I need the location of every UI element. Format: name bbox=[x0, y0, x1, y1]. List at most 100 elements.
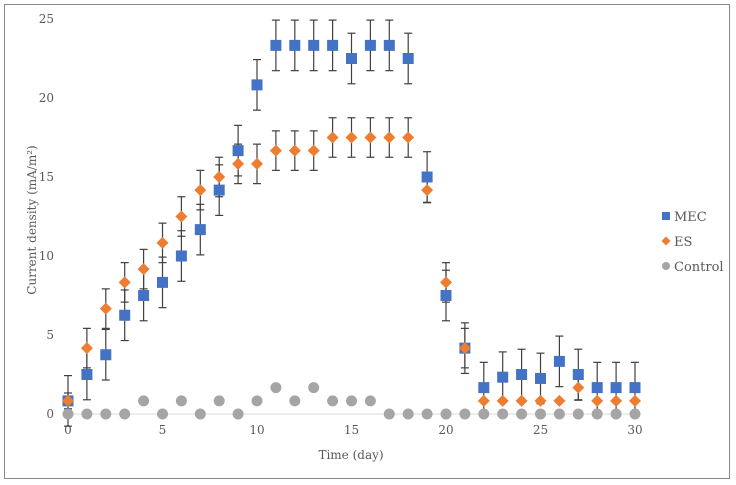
control-point bbox=[232, 408, 244, 420]
mec-point bbox=[194, 224, 206, 236]
x-axis-label: Time (day) bbox=[318, 448, 383, 462]
control-point bbox=[289, 395, 301, 407]
x-tick-label: 15 bbox=[344, 423, 359, 437]
y-tick-label: 10 bbox=[39, 249, 54, 263]
es-point bbox=[440, 276, 452, 289]
x-tick-label: 30 bbox=[627, 423, 642, 437]
control-point bbox=[270, 382, 282, 394]
es-point bbox=[629, 394, 641, 407]
es-point bbox=[326, 131, 339, 144]
es-point bbox=[99, 302, 112, 315]
mec-point bbox=[478, 382, 490, 394]
mec-point bbox=[383, 39, 395, 51]
es-point bbox=[251, 157, 263, 170]
control-point bbox=[629, 408, 641, 420]
mec-point bbox=[81, 369, 93, 380]
es-point bbox=[477, 394, 490, 407]
es-point bbox=[496, 394, 509, 407]
control-point bbox=[591, 408, 603, 420]
es-point bbox=[156, 236, 169, 249]
es-point bbox=[383, 131, 396, 144]
es-point bbox=[307, 144, 320, 157]
control-point bbox=[327, 395, 339, 407]
es-point bbox=[534, 394, 547, 407]
control-point bbox=[364, 395, 376, 407]
es-point bbox=[591, 394, 604, 407]
y-tick-label: 20 bbox=[39, 91, 54, 105]
es-point bbox=[288, 144, 301, 157]
x-tick-label: 20 bbox=[438, 423, 453, 437]
mec-point bbox=[308, 39, 320, 51]
x-tick-label: 5 bbox=[159, 423, 167, 437]
control-point bbox=[459, 408, 471, 420]
control-point bbox=[610, 408, 622, 420]
mec-point bbox=[591, 382, 603, 394]
mec-point bbox=[232, 145, 244, 157]
control-point bbox=[308, 382, 320, 394]
legend-marker-mec bbox=[662, 212, 670, 220]
mec-point bbox=[213, 184, 225, 196]
x-tick-label: 25 bbox=[533, 423, 548, 437]
mec-point bbox=[516, 369, 528, 380]
control-point bbox=[251, 395, 263, 407]
es-point bbox=[402, 131, 415, 144]
es-point bbox=[213, 171, 226, 183]
mec-point bbox=[270, 39, 282, 51]
mec-point bbox=[327, 39, 339, 51]
control-point bbox=[100, 408, 112, 420]
control-point bbox=[157, 408, 168, 420]
y-tick-label: 5 bbox=[46, 328, 54, 342]
mec-point bbox=[535, 372, 546, 384]
control-point bbox=[497, 408, 509, 420]
mec-point bbox=[629, 382, 641, 394]
es-point bbox=[194, 184, 207, 197]
control-point bbox=[572, 408, 584, 420]
x-tick-label: 0 bbox=[64, 423, 72, 437]
mec-point bbox=[497, 371, 509, 383]
legend-marker-control bbox=[662, 262, 670, 270]
mec-point bbox=[157, 276, 168, 288]
control-point bbox=[213, 395, 225, 407]
control-point bbox=[553, 408, 565, 420]
es-point bbox=[269, 144, 282, 157]
es-point bbox=[421, 184, 434, 197]
mec-point bbox=[364, 39, 376, 51]
mec-point bbox=[100, 349, 112, 361]
es-point bbox=[364, 131, 377, 144]
mec-point bbox=[175, 250, 187, 262]
x-tick-label: 10 bbox=[249, 423, 264, 437]
mec-point bbox=[251, 79, 263, 91]
legend-marker-es bbox=[661, 236, 671, 246]
legend-label-mec: MEC bbox=[674, 210, 707, 225]
control-point bbox=[119, 408, 131, 420]
chart-frame bbox=[4, 4, 730, 479]
mec-point bbox=[138, 290, 150, 301]
es-point bbox=[62, 394, 74, 407]
control-point bbox=[440, 408, 452, 420]
mec-point bbox=[440, 290, 452, 301]
es-point bbox=[553, 394, 566, 407]
mec-point bbox=[553, 355, 565, 367]
es-point bbox=[458, 342, 471, 355]
y-tick-label: 25 bbox=[39, 12, 54, 26]
control-point bbox=[138, 395, 150, 407]
mec-point bbox=[572, 369, 584, 380]
es-point bbox=[572, 381, 585, 394]
control-point bbox=[383, 408, 395, 420]
y-tick-label: 0 bbox=[46, 407, 54, 421]
es-point bbox=[175, 210, 188, 223]
control-point bbox=[62, 408, 74, 420]
mec-point bbox=[610, 382, 622, 394]
y-tick-label: 15 bbox=[39, 170, 54, 184]
mec-point bbox=[402, 53, 414, 64]
es-point bbox=[118, 276, 131, 289]
control-point bbox=[175, 395, 187, 407]
mec-point bbox=[119, 309, 131, 321]
mec-point bbox=[289, 39, 301, 51]
es-point bbox=[80, 342, 93, 355]
legend-label-es: ES bbox=[674, 235, 692, 250]
es-point bbox=[345, 131, 358, 144]
es-point bbox=[515, 394, 528, 407]
